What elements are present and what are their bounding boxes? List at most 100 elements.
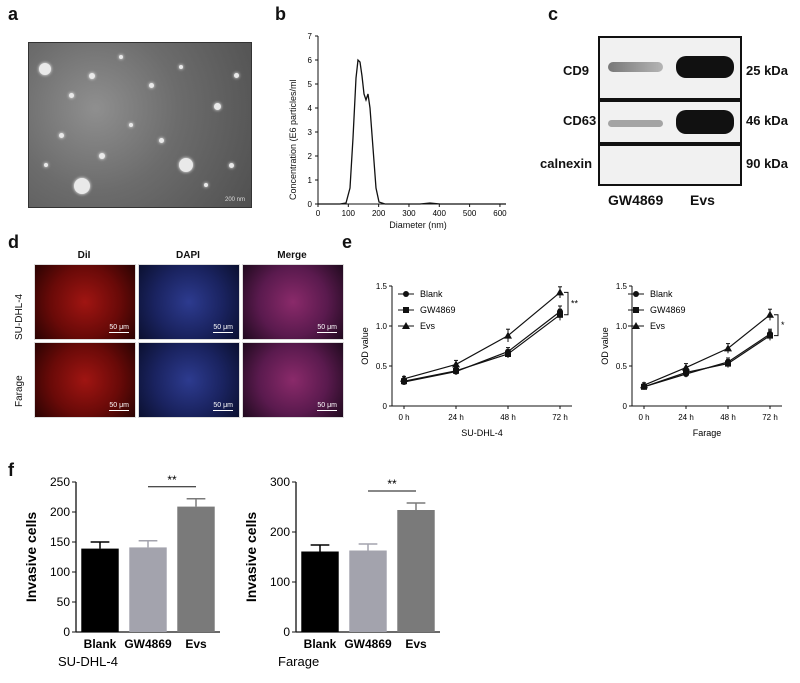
nta-xtick-label: 0 (316, 209, 321, 218)
panel-label-e: e (342, 232, 353, 252)
panel-label-b: b (275, 4, 286, 24)
scale-bar-label: 50 μm (317, 402, 337, 409)
x-tick-label: 48 h (720, 413, 736, 422)
data-point-gw4869 (767, 332, 773, 339)
data-point-gw4869 (505, 351, 511, 357)
wb-band-cd9-evs (676, 56, 734, 78)
nta-ytick-label: 6 (308, 56, 313, 65)
series-line-evs (403, 291, 561, 380)
data-point-gw4869 (683, 369, 689, 376)
legend-marker (633, 291, 639, 297)
y-tick-label: 250 (50, 475, 70, 489)
wb-lane-gw4869: GW4869 (608, 192, 664, 208)
data-point-gw4869 (725, 360, 731, 367)
col-label-dil: DiI (77, 250, 91, 261)
wb-label-cd9: CD9 (563, 63, 590, 78)
wb-calnexin-box (598, 144, 742, 186)
invasion-chart-farage: 0 100 200 300 Invasive cells Blank GW4869 Evs Fa… (243, 475, 440, 669)
y-axis-label: Invasive cells (23, 512, 39, 603)
data-point-evs (400, 374, 408, 382)
wb-label-calnexin: calnexin (540, 156, 593, 171)
x-tick-label: 0 h (638, 413, 649, 422)
scale-bar-label: 50 μm (213, 402, 233, 409)
data-point-evs (452, 360, 460, 368)
nta-xtick-label: 400 (433, 209, 447, 218)
nta-size-curve (318, 58, 506, 205)
wb-kda-calnexin: 90 kDa (746, 156, 788, 171)
y-tick-label: 1.0 (376, 322, 388, 331)
bar-gw4869 (129, 547, 167, 632)
scale-bar-label: 50 μm (213, 324, 233, 331)
significance-label: ** (571, 299, 579, 309)
data-point-evs (766, 310, 774, 318)
wb-cd63-box (598, 100, 742, 144)
col-label-merge: Merge (277, 250, 307, 261)
wb-band-cd63-evs (676, 110, 734, 134)
y-tick-label: 100 (50, 565, 70, 579)
image-dapi-farage: 50 μm (138, 342, 240, 418)
nta-xtick-label: 100 (342, 209, 356, 218)
nta-xtick-label: 500 (463, 209, 477, 218)
y-tick-label: 1.5 (376, 282, 388, 291)
series-line-gw4869 (403, 314, 561, 382)
nta-xlabel: Diameter (nm) (389, 220, 447, 230)
tem-scale-label: 200 nm (224, 197, 245, 203)
category-label: Blank (304, 637, 337, 651)
bar-evs (397, 510, 435, 632)
nta-ytick-label: 2 (308, 152, 313, 161)
series-line-evs (643, 314, 771, 386)
wb-kda-cd9: 25 kDa (746, 63, 788, 78)
y-tick-label: 0 (63, 625, 70, 639)
wb-lane-evs: Evs (690, 192, 715, 208)
series-line-blank (643, 333, 771, 388)
y-tick-label: 0.5 (616, 362, 628, 371)
legend-marker (403, 307, 409, 313)
x-axis-label: Farage (693, 428, 722, 438)
y-tick-label: 0 (283, 625, 290, 639)
y-axis-label: OD value (600, 327, 610, 365)
y-tick-label: 150 (50, 535, 70, 549)
y-tick-label: 50 (57, 595, 71, 609)
legend-marker (403, 291, 409, 297)
scale-bar-label: 50 μm (109, 324, 129, 331)
x-tick-label: 72 h (552, 413, 568, 422)
od-chart-farage: 0 0.5 1.0 1.5 0 h 24 h 48 h 72 h OD value Farage B… (600, 282, 785, 438)
wb-kda-cd63: 46 kDa (746, 113, 788, 128)
image-dil-farage: 50 μm (34, 342, 136, 418)
y-tick-label: 100 (270, 575, 290, 589)
invasion-chart-sudhl4: 0 50 100 150 200 250 Invasive cells Blank GW4869… (23, 473, 220, 669)
bar-gw4869 (349, 550, 387, 632)
legend-marker (633, 307, 639, 313)
y-tick-label: 0 (623, 402, 628, 411)
image-dil-sudhl4: 50 μm (34, 264, 136, 340)
nta-ytick-label: 4 (308, 104, 313, 113)
category-label: Blank (84, 637, 117, 651)
scale-bar-label: 50 μm (109, 402, 129, 409)
wb-band-cd63-gw4869 (608, 120, 663, 127)
x-tick-label: 24 h (448, 413, 464, 422)
y-tick-label: 0 (383, 402, 388, 411)
panel-label-f: f (8, 460, 14, 480)
tem-micrograph: 200 nm (28, 42, 252, 208)
category-label: Evs (405, 637, 427, 651)
nta-ytick-label: 1 (308, 176, 313, 185)
wb-band-cd9-gw4869 (608, 62, 663, 72)
y-axis-label: Invasive cells (243, 512, 259, 603)
y-tick-label: 1.0 (616, 322, 628, 331)
nta-ytick-label: 5 (308, 80, 313, 89)
category-label: Evs (185, 637, 207, 651)
legend-label: GW4869 (420, 305, 456, 315)
image-merge-sudhl4: 50 μm (242, 264, 344, 340)
significance-bracket (564, 291, 569, 316)
significance-label: ** (387, 477, 397, 491)
legend-label: Blank (650, 289, 673, 299)
x-tick-label: 48 h (500, 413, 516, 422)
wb-label-cd63: CD63 (563, 113, 597, 128)
od-chart-sudhl4: 0 0.5 1.0 1.5 0 h 24 h 48 h 72 h OD value SU-DHL-… (360, 282, 579, 438)
scale-bar-label: 50 μm (317, 324, 337, 331)
y-axis-label: OD value (360, 327, 370, 365)
nta-xtick-label: 200 (372, 209, 386, 218)
x-axis-label: SU-DHL-4 (58, 654, 118, 669)
legend-marker (402, 322, 410, 329)
legend-label: GW4869 (650, 305, 686, 315)
